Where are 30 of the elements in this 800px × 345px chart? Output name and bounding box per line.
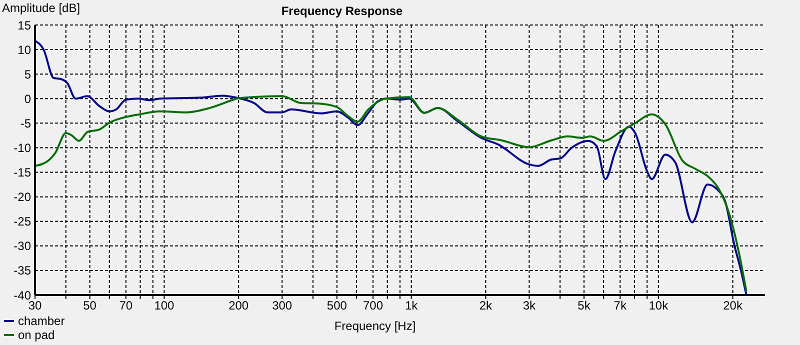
y-tick-label: 10 bbox=[18, 42, 32, 57]
x-tick-label: 7k bbox=[614, 298, 628, 313]
x-tick-label: 3k bbox=[522, 298, 537, 313]
x-tick-label: 70 bbox=[119, 298, 133, 313]
y-tick-label: -10 bbox=[14, 140, 32, 155]
y-axis-title: Amplitude [dB] bbox=[2, 1, 80, 15]
y-tick-label: -35 bbox=[14, 264, 32, 278]
legend-label: on pad bbox=[18, 328, 55, 342]
x-tick-label: 1k bbox=[404, 298, 419, 313]
x-tick-label: 10k bbox=[648, 298, 670, 313]
x-tick-label: 700 bbox=[363, 298, 384, 313]
x-tick-label: 500 bbox=[326, 298, 348, 313]
y-tick-label: 5 bbox=[24, 67, 32, 82]
y-tick-label: -25 bbox=[14, 214, 32, 229]
x-axis-title: Frequency [Hz] bbox=[334, 319, 416, 333]
y-tick-label: 0 bbox=[24, 92, 32, 106]
x-tick-label: 300 bbox=[272, 298, 292, 313]
y-tick-label: -20 bbox=[14, 190, 32, 204]
chart-title: Frequency Response bbox=[281, 4, 403, 18]
x-tick-label: 5k bbox=[578, 298, 592, 313]
x-tick-label: 200 bbox=[228, 298, 249, 313]
y-tick-label: 15 bbox=[18, 18, 32, 32]
x-tick-label: 2k bbox=[479, 298, 494, 313]
legend-label: chamber bbox=[18, 314, 65, 328]
x-tick-label: 50 bbox=[83, 298, 97, 313]
x-tick-label: 100 bbox=[154, 298, 175, 313]
y-tick-label: -15 bbox=[14, 166, 32, 180]
y-tick-label: -5 bbox=[20, 116, 32, 130]
y-tick-label: -30 bbox=[14, 239, 32, 254]
x-tick-label: 20k bbox=[723, 298, 744, 313]
